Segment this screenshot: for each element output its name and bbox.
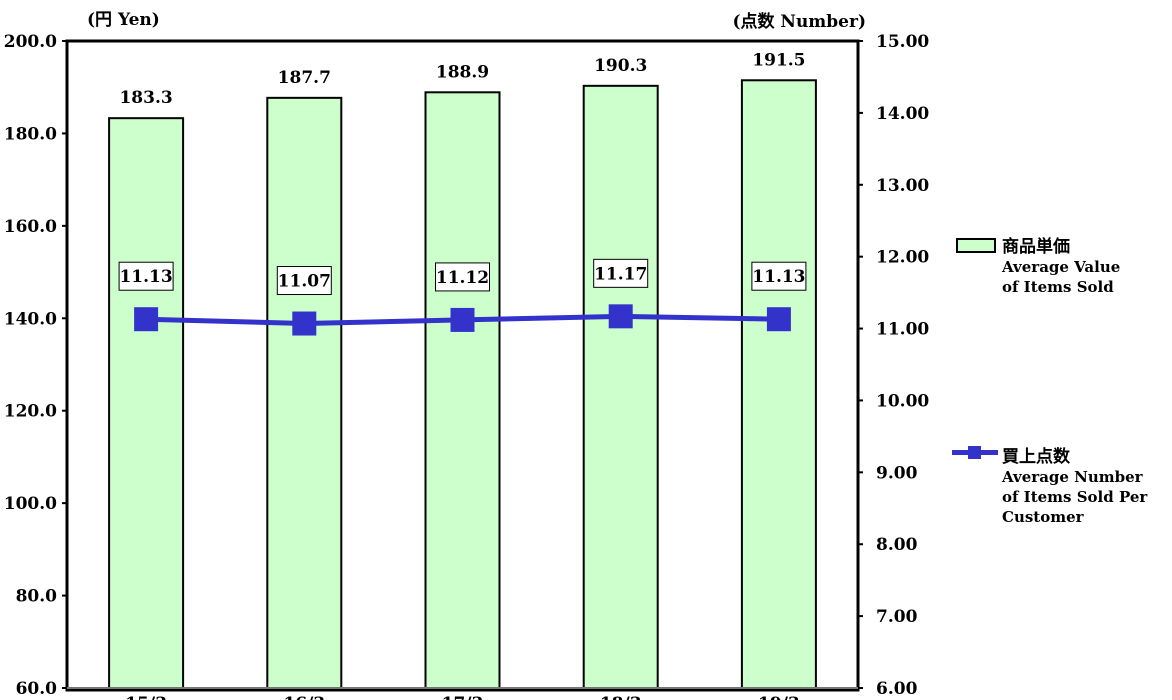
line-marker xyxy=(292,311,317,336)
bar-value-label: 191.5 xyxy=(752,50,805,70)
y-right-tick-label: 15.00 xyxy=(876,32,929,52)
y-left-tick-label: 140.0 xyxy=(4,309,57,329)
line-value-label: 11.13 xyxy=(751,261,807,291)
y-left-tick-label: 100.0 xyxy=(4,494,57,514)
legend-bar-swatch xyxy=(956,238,996,253)
y-left-tick-label: 180.0 xyxy=(4,124,57,144)
axes: 60.0 80.0 100.0 120.0 140.0 160.0 180.0 200.0 6.… xyxy=(4,32,930,700)
x-tick-label: 19/3 xyxy=(758,694,800,700)
y-left-tick-label: 60.0 xyxy=(16,679,58,699)
line-value-text: 11.17 xyxy=(594,264,647,284)
bar xyxy=(740,79,817,689)
bar xyxy=(108,117,185,689)
line-marker xyxy=(134,307,159,332)
y-right-tick-label: 11.00 xyxy=(876,320,929,340)
y-left-tick-label: 120.0 xyxy=(4,402,57,422)
y-right-axis-title: (点数 Number) xyxy=(732,11,866,32)
x-tick-label: 17/3 xyxy=(442,694,484,700)
bar-value-label: 183.3 xyxy=(119,88,172,108)
plot-frame xyxy=(65,39,860,692)
bar xyxy=(424,91,501,690)
legend-bar-title: 商品単価 xyxy=(1002,237,1070,257)
legend-line-subtitle-3: Customer xyxy=(1002,508,1084,526)
line-value-label: 11.12 xyxy=(435,262,490,292)
line-value-box xyxy=(276,266,332,296)
y-left-tick-label: 80.0 xyxy=(16,587,58,607)
y-right-tick-label: 10.00 xyxy=(876,391,929,411)
line-value-text: 11.12 xyxy=(436,268,489,288)
data-labels: 183.3 187.7 188.9 190.3 191.5 11.13 11.07 11.12… xyxy=(118,50,807,296)
bar-value-label: 187.7 xyxy=(278,68,331,88)
line-marker xyxy=(766,307,791,332)
y-right-tick-label: 6.00 xyxy=(876,679,918,699)
line-value-text: 11.13 xyxy=(752,267,805,287)
legend-bar-subtitle-2: of Items Sold xyxy=(1002,278,1114,296)
bar-value-label: 190.3 xyxy=(594,56,647,76)
y-right-tick-label: 13.00 xyxy=(876,176,929,196)
line-value-box xyxy=(593,258,649,288)
bar-series xyxy=(108,79,817,690)
x-tick-label: 15/3 xyxy=(125,694,167,700)
legend-line-marker xyxy=(968,446,981,459)
line-value-label: 11.07 xyxy=(276,266,332,296)
bar-value-label: 188.9 xyxy=(436,62,489,82)
legend-line-title: 買上点数 xyxy=(1002,447,1070,467)
legend-bar-subtitle-1: Average Value xyxy=(1002,258,1121,276)
y-right-tick-label: 9.00 xyxy=(876,463,918,483)
y-right-tick-label: 12.00 xyxy=(876,248,929,268)
x-tick-label: 16/3 xyxy=(283,694,325,700)
line-value-box xyxy=(435,262,490,292)
legend-line-subtitle-2: of Items Sold Per xyxy=(1002,488,1148,506)
x-tick-label: 18/3 xyxy=(600,694,642,700)
y-left-tick-label: 160.0 xyxy=(4,217,57,237)
bar xyxy=(582,84,659,689)
line-marker xyxy=(450,307,475,332)
line-value-text: 11.07 xyxy=(278,272,331,292)
line-value-label: 11.13 xyxy=(118,261,174,291)
line-value-box xyxy=(751,261,807,291)
y-right-tick-label: 7.00 xyxy=(876,607,918,627)
line-marker xyxy=(608,304,633,329)
line-value-box xyxy=(118,261,174,291)
line-series xyxy=(134,304,791,336)
y-right-tick-label: 8.00 xyxy=(876,535,918,555)
line-value-text: 11.13 xyxy=(119,267,172,287)
line-value-label: 11.17 xyxy=(593,258,649,288)
legend-line-subtitle-1: Average Number xyxy=(1002,468,1143,486)
y-left-tick-label: 200.0 xyxy=(4,32,57,52)
y-right-tick-label: 14.00 xyxy=(876,104,929,124)
y-left-axis-title: (円 Yen) xyxy=(87,10,160,30)
bar xyxy=(266,96,343,690)
